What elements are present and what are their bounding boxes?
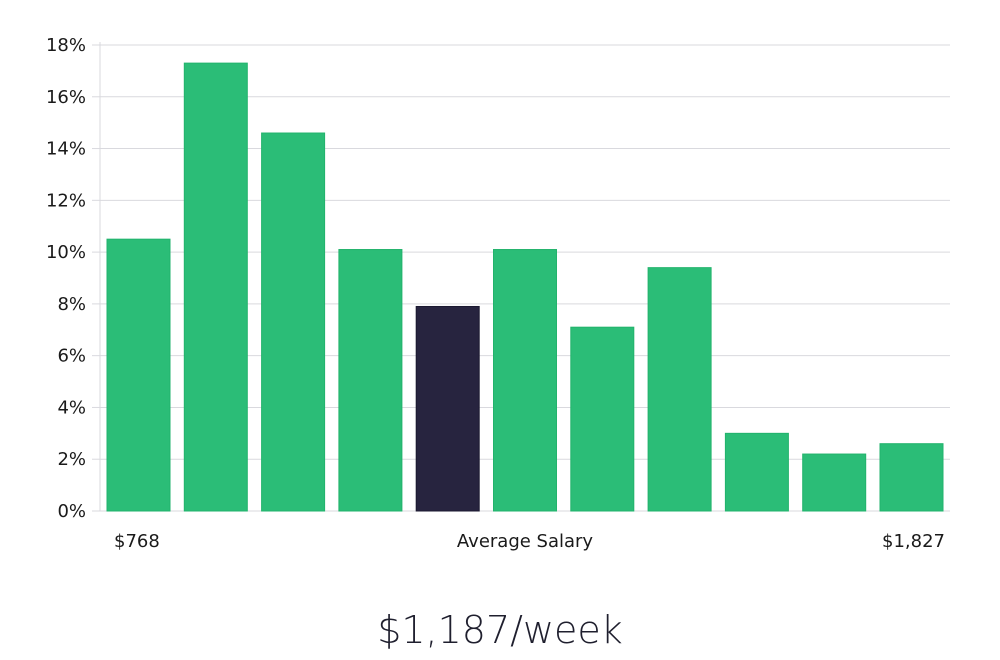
y-tick-label: 4% (57, 397, 86, 418)
y-tick-label: 12% (46, 190, 86, 211)
x-axis-title: Average Salary (457, 531, 594, 552)
highlighted-bar (415, 305, 480, 512)
bar (338, 249, 403, 512)
y-tick-label: 10% (46, 242, 86, 263)
bar (647, 267, 712, 512)
y-tick-label: 14% (46, 139, 86, 160)
y-tick-label: 18% (46, 35, 86, 56)
x-label-min: $768 (114, 531, 160, 552)
bar (879, 443, 944, 512)
bar (724, 432, 789, 512)
bar (183, 62, 248, 512)
y-tick-label: 6% (57, 346, 86, 367)
bar (106, 238, 171, 512)
bar (802, 453, 867, 512)
bar (261, 132, 326, 512)
salary-histogram-chart: 0% 2% 4% 6% 8% 10% 12% 14% 16% 18% $768 Average Sal… (46, 35, 950, 552)
chart-svg: 0% 2% 4% 6% 8% 10% 12% 14% 16% 18% $768 Average Sal… (46, 35, 950, 552)
average-salary-caption: $1,187/week (377, 608, 623, 652)
y-tick-label: 2% (57, 449, 86, 470)
y-tick-label: 8% (57, 294, 86, 315)
y-tick-label: 0% (57, 501, 86, 522)
bar (570, 326, 635, 512)
x-label-max: $1,827 (882, 531, 945, 552)
y-tick-label: 16% (46, 87, 86, 108)
bar (493, 249, 557, 512)
